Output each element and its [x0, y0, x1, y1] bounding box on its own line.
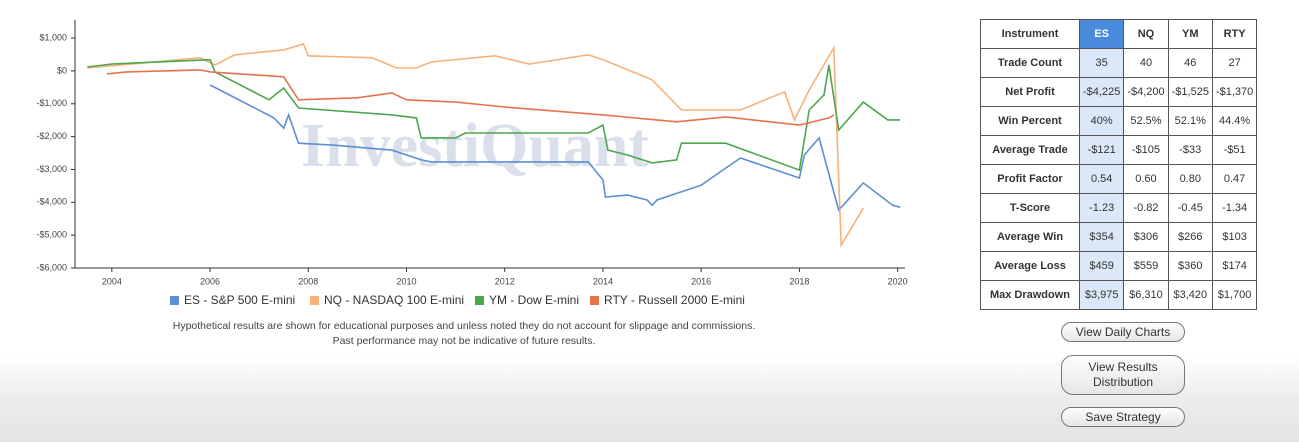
table-cell: 0.80: [1167, 164, 1213, 194]
row-label: Win Percent: [980, 106, 1080, 136]
watermark: InvestiQuant: [301, 112, 649, 180]
x-tick-label: 2014: [593, 276, 613, 286]
table-cell: $3,975: [1078, 280, 1125, 310]
table-row: Average Win $354 $306 $266 $103: [980, 222, 1258, 252]
save-strategy-button[interactable]: Save Strategy: [1061, 407, 1185, 427]
table-cell: 46: [1167, 48, 1213, 78]
row-label: T-Score: [980, 193, 1080, 223]
table-cell: -0.82: [1123, 193, 1169, 223]
table-cell: $360: [1167, 251, 1213, 281]
row-label: Net Profit: [980, 77, 1080, 107]
row-label: Average Loss: [980, 251, 1080, 281]
y-tick-label: -$5,000: [36, 230, 67, 240]
y-tick-label: $1,000: [39, 32, 67, 42]
legend-swatch: [590, 296, 599, 305]
table-cell: 44.4%: [1211, 106, 1258, 136]
table-cell: 0.54: [1078, 164, 1125, 194]
legend-label: YM - Dow E-mini: [489, 293, 579, 307]
legend-swatch: [310, 296, 319, 305]
table-row: T-Score -1.23 -0.82 -0.45 -1.34: [980, 193, 1258, 223]
table-row: Net Profit -$4,225 -$4,200 -$1,525 -$1,370: [980, 77, 1258, 107]
y-tick-label: -$6,000: [36, 262, 67, 272]
y-tick-label: $0: [57, 65, 67, 75]
table-cell: $306: [1123, 222, 1169, 252]
table-cell: 35: [1078, 48, 1125, 78]
table-cell: $559: [1123, 251, 1169, 281]
table-cell: -$1,370: [1211, 77, 1258, 107]
table-cell: -$4,225: [1078, 77, 1125, 107]
series-line: [87, 43, 864, 248]
table-cell: -$4,200: [1123, 77, 1169, 107]
y-tick-label: -$1,000: [36, 98, 67, 108]
table-cell: -$33: [1167, 135, 1213, 165]
table-cell: 0.47: [1211, 164, 1258, 194]
header-cell: Instrument: [980, 19, 1080, 49]
x-tick-label: 2010: [396, 276, 416, 286]
table-cell: $266: [1167, 222, 1213, 252]
series-line: [106, 69, 835, 126]
disclaimer: Hypothetical results are shown for educa…: [173, 320, 756, 332]
table-row: Profit Factor 0.54 0.60 0.80 0.47: [980, 164, 1258, 194]
header-cell: YM: [1167, 19, 1213, 49]
header-cell: RTY: [1211, 19, 1258, 49]
y-tick-label: -$4,000: [36, 197, 67, 207]
table-cell: $6,310: [1123, 280, 1169, 310]
row-label: Average Trade: [980, 135, 1080, 165]
table-cell: 0.60: [1123, 164, 1169, 194]
header-row: Instrument ES NQ YM RTY: [980, 19, 1258, 49]
table-cell: 40: [1123, 48, 1169, 78]
row-label: Average Win: [980, 222, 1080, 252]
table-cell: $174: [1211, 251, 1258, 281]
series-line: [87, 58, 901, 172]
table-cell: $459: [1078, 251, 1125, 281]
table-cell: 40%: [1078, 106, 1125, 136]
chart: InvestiQuant $1,000 $0 -$1,000 -$2,000 -$3,00…: [36, 20, 908, 347]
y-tick-label: -$2,000: [36, 131, 67, 141]
table-row: Trade Count 35 40 46 27: [980, 48, 1258, 78]
table-row: Average Loss $459 $559 $360 $174: [980, 251, 1258, 281]
table-cell: 52.5%: [1123, 106, 1169, 136]
series-line: [209, 84, 901, 212]
y-tick-label: -$3,000: [36, 164, 67, 174]
x-tick-label: 2008: [298, 276, 318, 286]
table-cell: -1.23: [1078, 193, 1125, 223]
legend-label: ES - S&P 500 E-mini: [184, 293, 295, 307]
view-results-distribution-button[interactable]: View Results Distribution: [1061, 355, 1185, 395]
row-label: Profit Factor: [980, 164, 1080, 194]
table-row: Max Drawdown $3,975 $6,310 $3,420 $1,700: [980, 280, 1258, 310]
legend-label: RTY - Russell 2000 E-mini: [604, 293, 745, 307]
x-tick-label: 2018: [789, 276, 809, 286]
table-cell: $3,420: [1167, 280, 1213, 310]
table-cell: -$1,525: [1167, 77, 1213, 107]
x-tick-label: 2006: [200, 276, 220, 286]
table-row: Average Trade -$121 -$105 -$33 -$51: [980, 135, 1258, 165]
table-cell: -$121: [1078, 135, 1125, 165]
legend-swatch: [170, 296, 179, 305]
legend-swatch: [475, 296, 484, 305]
x-tick-label: 2020: [888, 276, 908, 286]
results-table: Instrument ES NQ YM RTY Trade Count 35 40 46 27 Ne…: [980, 19, 1258, 310]
table-cell: $103: [1211, 222, 1258, 252]
header-cell: ES: [1078, 19, 1125, 49]
x-tick-label: 2016: [691, 276, 711, 286]
table-cell: 52.1%: [1167, 106, 1213, 136]
table-cell: 27: [1211, 48, 1258, 78]
table-cell: -$51: [1211, 135, 1258, 165]
table-cell: -1.34: [1211, 193, 1258, 223]
table-row: Win Percent 40% 52.5% 52.1% 44.4%: [980, 106, 1258, 136]
disclaimer: Past performance may not be indicative o…: [333, 335, 596, 347]
table-cell: -0.45: [1167, 193, 1213, 223]
table-cell: $354: [1078, 222, 1125, 252]
table-cell: $1,700: [1211, 280, 1258, 310]
header-cell: NQ: [1123, 19, 1169, 49]
row-label: Max Drawdown: [980, 280, 1080, 310]
view-daily-charts-button[interactable]: View Daily Charts: [1061, 322, 1185, 342]
row-label: Trade Count: [980, 48, 1080, 78]
x-tick-label: 2012: [495, 276, 515, 286]
legend-label: NQ - NASDAQ 100 E-mini: [324, 293, 464, 307]
x-tick-label: 2004: [102, 276, 122, 286]
table-cell: -$105: [1123, 135, 1169, 165]
